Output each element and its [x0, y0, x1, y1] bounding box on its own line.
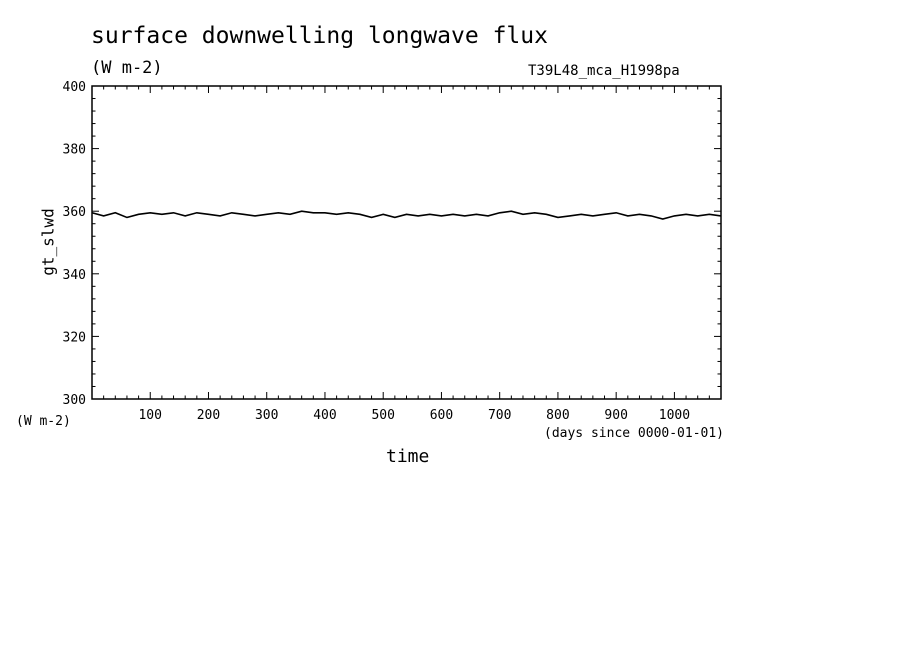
x-tick-label: 500	[371, 408, 394, 423]
x-tick-label: 300	[255, 408, 278, 423]
x-axis-units: (days since 0000-01-01)	[544, 426, 725, 441]
axis-ticks	[91, 85, 722, 400]
tick-labels: 100 200 300 400 500 600 700 800 900 1000 300 320 340…	[63, 80, 691, 423]
x-tick-label: 600	[430, 408, 453, 423]
y-tick-label: 320	[63, 330, 86, 345]
y-tick-label: 380	[63, 143, 86, 158]
y-tick-label: 400	[63, 80, 86, 95]
x-tick-label: 900	[604, 408, 627, 423]
y-tick-label: 300	[63, 393, 86, 408]
y-axis-units: (W m-2)	[16, 414, 71, 429]
plot-frame	[91, 85, 722, 400]
x-tick-label: 700	[488, 408, 511, 423]
series-line	[91, 210, 722, 220]
x-tick-label: 100	[138, 408, 161, 423]
chart-units: (W m-2)	[91, 58, 163, 78]
x-tick-label: 800	[546, 408, 569, 423]
run-id: T39L48_mca_H1998pa	[528, 63, 680, 79]
x-tick-label: 400	[313, 408, 336, 423]
y-tick-label: 340	[63, 268, 86, 283]
x-tick-label: 1000	[659, 408, 690, 423]
chart-title: surface downwelling longwave flux	[91, 23, 548, 49]
y-tick-label: 360	[63, 205, 86, 220]
x-axis-label: time	[386, 446, 430, 467]
x-tick-label: 200	[197, 408, 220, 423]
